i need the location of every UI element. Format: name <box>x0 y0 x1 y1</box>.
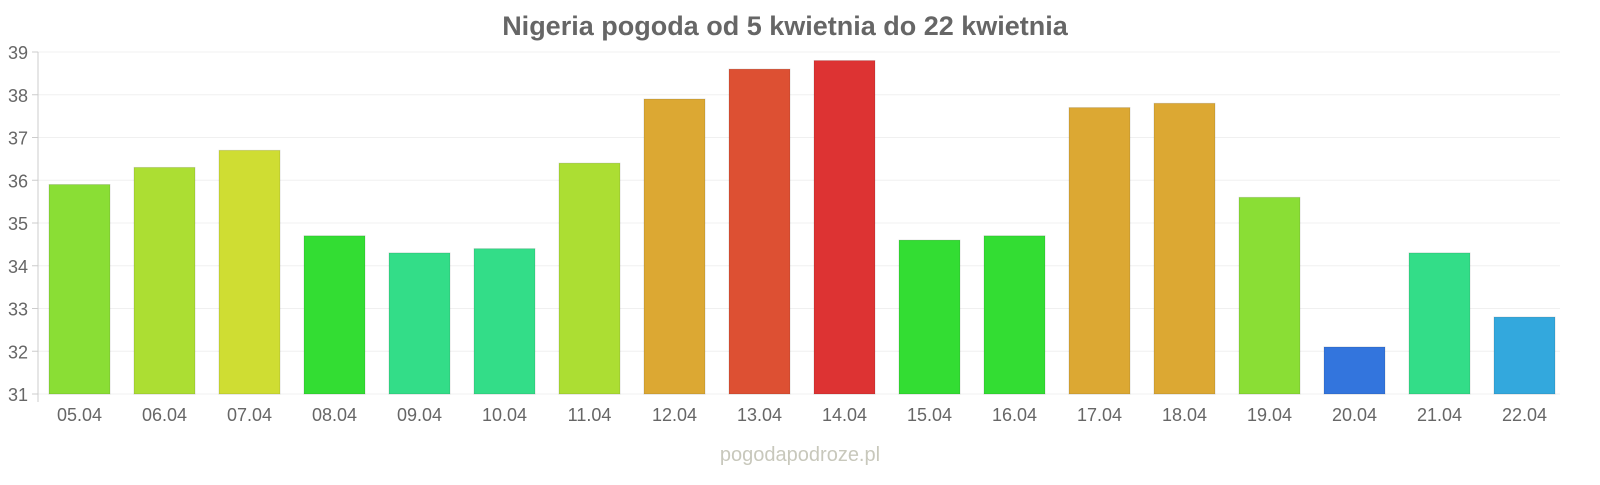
x-tick-label: 17.04 <box>1077 405 1122 425</box>
y-tick-label: 36 <box>8 171 28 191</box>
bar-10.04 <box>473 248 536 395</box>
y-tick-label: 37 <box>8 129 28 149</box>
x-tick-label: 08.04 <box>312 405 357 425</box>
bar-16.04 <box>983 235 1046 395</box>
y-tick-label: 31 <box>8 385 28 405</box>
x-tick-label: 22.04 <box>1502 405 1547 425</box>
bar-14.04 <box>813 60 876 395</box>
bar-06.04 <box>133 166 196 395</box>
chart-title: Nigeria pogoda od 5 kwietnia do 22 kwiet… <box>502 11 1069 41</box>
y-tick-label: 39 <box>8 43 28 63</box>
bar-22.04 <box>1493 316 1556 395</box>
x-tick-label: 12.04 <box>652 405 697 425</box>
x-tick-label: 07.04 <box>227 405 272 425</box>
y-tick-label: 32 <box>8 342 28 362</box>
bar-19.04 <box>1238 196 1301 395</box>
x-tick-label: 11.04 <box>568 405 612 425</box>
watermark: pogodapodroze.pl <box>720 444 880 466</box>
bar-17.04 <box>1068 107 1131 395</box>
bar-09.04 <box>388 252 451 395</box>
x-tick-label: 05.04 <box>57 405 102 425</box>
x-tick-label: 21.04 <box>1417 405 1462 425</box>
bar-08.04 <box>303 235 366 395</box>
bar-15.04 <box>898 239 961 395</box>
bar-07.04 <box>218 149 281 395</box>
x-tick-label: 20.04 <box>1332 405 1377 425</box>
y-tick-label: 34 <box>8 257 28 277</box>
x-tick-label: 18.04 <box>1162 405 1207 425</box>
bar-11.04 <box>558 162 621 395</box>
bar-05.04 <box>48 184 111 395</box>
x-tick-label: 10.04 <box>482 405 527 425</box>
x-tick-label: 06.04 <box>142 405 187 425</box>
bar-18.04 <box>1153 102 1216 395</box>
x-tick-label: 15.04 <box>907 405 952 425</box>
bar-12.04 <box>643 98 706 395</box>
y-tick-label: 33 <box>8 300 28 320</box>
bar-13.04 <box>728 68 791 395</box>
x-tick-label: 19.04 <box>1247 405 1292 425</box>
x-tick-label: 09.04 <box>397 405 442 425</box>
bar-21.04 <box>1408 252 1471 395</box>
x-tick-label: 16.04 <box>992 405 1037 425</box>
y-tick-label: 38 <box>8 86 28 106</box>
x-tick-label: 13.04 <box>737 405 782 425</box>
y-tick-label: 35 <box>8 214 28 234</box>
bar-20.04 <box>1323 346 1386 395</box>
x-tick-label: 14.04 <box>822 405 867 425</box>
